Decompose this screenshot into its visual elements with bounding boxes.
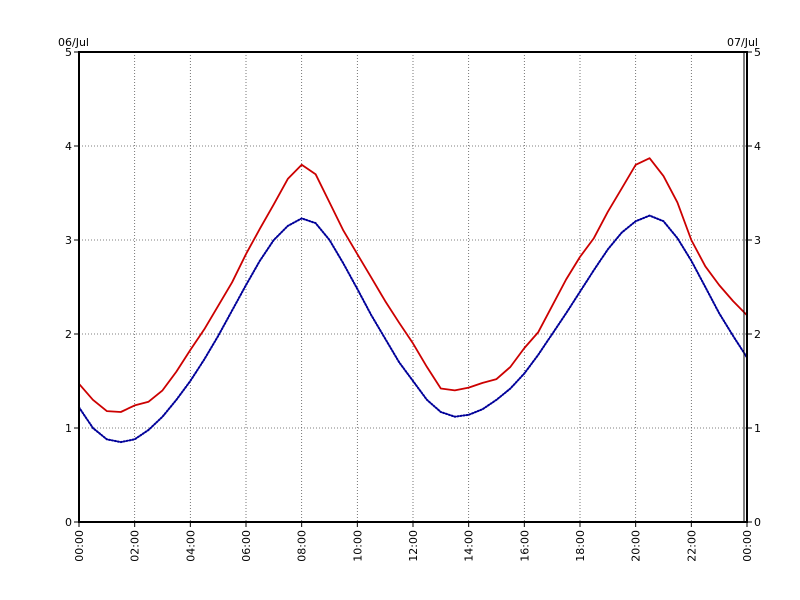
x-tick-label: 22:00 xyxy=(685,530,698,562)
y-tick-label-left: 3 xyxy=(65,234,72,247)
y-tick-label-left: 4 xyxy=(65,140,72,153)
y-tick-label-left: 0 xyxy=(65,516,72,529)
x-tick-label: 16:00 xyxy=(518,530,531,562)
series-line-2 xyxy=(78,214,748,444)
x-tick-label: 14:00 xyxy=(463,530,476,562)
y-tick-label-left: 5 xyxy=(65,46,72,59)
y-tick-label-right: 4 xyxy=(754,140,761,153)
x-tick-label: 04:00 xyxy=(184,530,197,562)
y-tick-label-right: 3 xyxy=(754,234,761,247)
x-tick-label: 18:00 xyxy=(574,530,587,562)
x-tick-label: 08:00 xyxy=(296,530,309,562)
y-tick-label-right: 0 xyxy=(754,516,761,529)
x-tick-label: 06:00 xyxy=(240,530,253,562)
x-tick-label: 02:00 xyxy=(129,530,142,562)
date-label-start: 06/Jul xyxy=(58,36,89,49)
x-tick-label: 20:00 xyxy=(630,530,643,562)
date-label-end: 07/Jul xyxy=(727,36,758,49)
y-tick-label-left: 2 xyxy=(65,328,72,341)
y-tick-label-right: 2 xyxy=(754,328,761,341)
series-layer xyxy=(78,157,748,444)
x-tick-label: 10:00 xyxy=(351,530,364,562)
x-tick-label: 12:00 xyxy=(407,530,420,562)
y-tick-label-right: 1 xyxy=(754,422,761,435)
y-tick-label-right: 5 xyxy=(754,46,761,59)
tick-layer: 0 0 1 1 2 2 3 3 4 4 5 5 00:00 02:00 04:00 06:00 08:00 10:… xyxy=(65,46,761,562)
x-tick-label: 00:00 xyxy=(741,530,754,562)
series-line-1 xyxy=(78,157,748,413)
x-tick-label: 00:00 xyxy=(73,530,86,562)
y-tick-label-left: 1 xyxy=(65,422,72,435)
